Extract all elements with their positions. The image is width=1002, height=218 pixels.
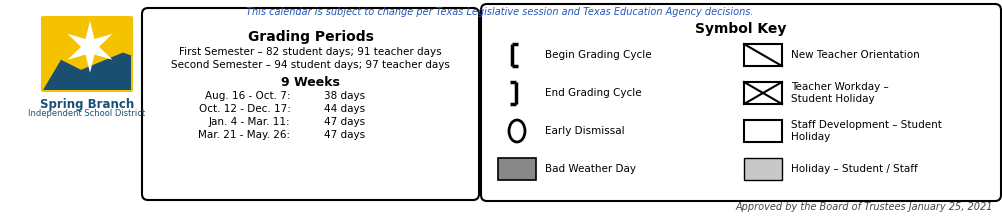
Text: Staff Development – Student
Holiday: Staff Development – Student Holiday — [791, 120, 942, 142]
Text: First Semester – 82 student days; 91 teacher days: First Semester – 82 student days; 91 tea… — [179, 47, 442, 57]
Text: Approved by the Board of Trustees January 25, 2021: Approved by the Board of Trustees Januar… — [735, 202, 993, 212]
Text: This calendar is subject to change per Texas Legislative session and Texas Educa: This calendar is subject to change per T… — [246, 7, 754, 17]
Text: End Grading Cycle: End Grading Cycle — [545, 88, 641, 98]
Text: Bad Weather Day: Bad Weather Day — [545, 164, 636, 174]
Polygon shape — [67, 21, 112, 73]
Text: 9 Weeks: 9 Weeks — [282, 76, 340, 89]
Text: Begin Grading Cycle: Begin Grading Cycle — [545, 50, 651, 60]
Text: Oct. 12 - Dec. 17:: Oct. 12 - Dec. 17: — [198, 104, 291, 114]
Text: 44 days: 44 days — [325, 104, 366, 114]
FancyBboxPatch shape — [481, 4, 1001, 201]
Text: Aug. 16 - Oct. 7:: Aug. 16 - Oct. 7: — [205, 91, 291, 101]
Text: Early Dismissal: Early Dismissal — [545, 126, 624, 136]
Text: Symbol Key: Symbol Key — [695, 22, 787, 36]
FancyBboxPatch shape — [142, 8, 479, 200]
Text: Mar. 21 - May. 26:: Mar. 21 - May. 26: — [198, 130, 291, 140]
Text: 47 days: 47 days — [325, 130, 366, 140]
Text: 38 days: 38 days — [325, 91, 366, 101]
FancyBboxPatch shape — [41, 16, 133, 92]
Text: New Teacher Orientation: New Teacher Orientation — [791, 50, 920, 60]
Bar — [744, 120, 782, 142]
Text: Jan. 4 - Mar. 11:: Jan. 4 - Mar. 11: — [208, 117, 291, 127]
Bar — [744, 44, 782, 66]
Text: Teacher Workday –
Student Holiday: Teacher Workday – Student Holiday — [791, 82, 889, 104]
Bar — [744, 158, 782, 180]
Bar — [498, 158, 536, 180]
Text: Holiday – Student / Staff: Holiday – Student / Staff — [791, 164, 918, 174]
Text: Grading Periods: Grading Periods — [247, 30, 374, 44]
Text: Second Semester – 94 student days; 97 teacher days: Second Semester – 94 student days; 97 te… — [171, 60, 450, 70]
Bar — [744, 82, 782, 104]
Text: Spring Branch: Spring Branch — [40, 98, 134, 111]
Text: Independent School District: Independent School District — [28, 109, 145, 118]
Text: 47 days: 47 days — [325, 117, 366, 127]
Polygon shape — [43, 53, 131, 90]
